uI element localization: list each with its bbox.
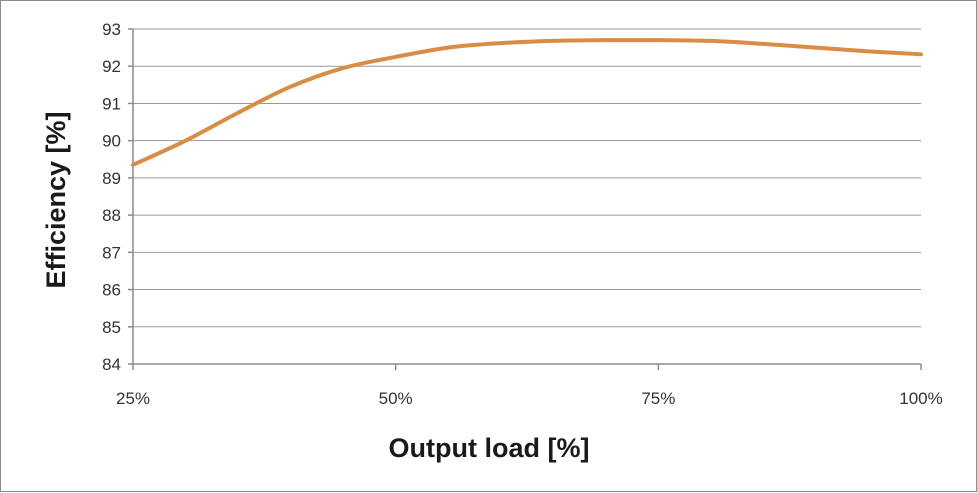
y-tick-labels: 84 85 86 87 88 89 90 91 92 93 [102, 20, 121, 374]
x-tick-label: 100% [899, 389, 942, 408]
y-axis-title: Efficiency [%] [41, 111, 71, 288]
data-point [184, 139, 188, 143]
x-tick-label: 25% [116, 389, 150, 408]
data-point [394, 55, 398, 59]
y-tick-label: 86 [102, 281, 121, 300]
y-tick-label: 84 [102, 355, 121, 374]
y-tick-label: 85 [102, 318, 121, 337]
series-layer [131, 38, 923, 167]
data-point [236, 111, 240, 115]
y-tick-label: 88 [102, 206, 121, 225]
y-tick-label: 92 [102, 57, 121, 76]
x-tick-labels: 25% 50% 75% 100% [116, 389, 943, 408]
data-point [919, 52, 923, 56]
data-point [341, 66, 345, 70]
grid-lines [133, 28, 921, 328]
data-point [499, 41, 503, 45]
x-tick-label: 75% [641, 389, 675, 408]
axes [128, 28, 922, 370]
series-line-efficiency [131, 38, 923, 167]
y-tick-label: 87 [102, 243, 121, 262]
data-point [814, 46, 818, 50]
data-point [131, 163, 135, 167]
x-axis-title: Output load [%] [389, 433, 590, 463]
y-tick-label: 91 [102, 94, 121, 113]
data-point [761, 42, 765, 46]
y-tick-label: 89 [102, 169, 121, 188]
y-tick-label: 93 [102, 20, 121, 39]
data-point [656, 38, 660, 42]
y-tick-label: 90 [102, 132, 121, 151]
data-point [551, 39, 555, 43]
x-tick-label: 50% [379, 389, 413, 408]
data-point [604, 38, 608, 42]
data-point [709, 39, 713, 43]
data-point [289, 85, 293, 89]
data-point [866, 49, 870, 53]
data-point [446, 46, 450, 50]
